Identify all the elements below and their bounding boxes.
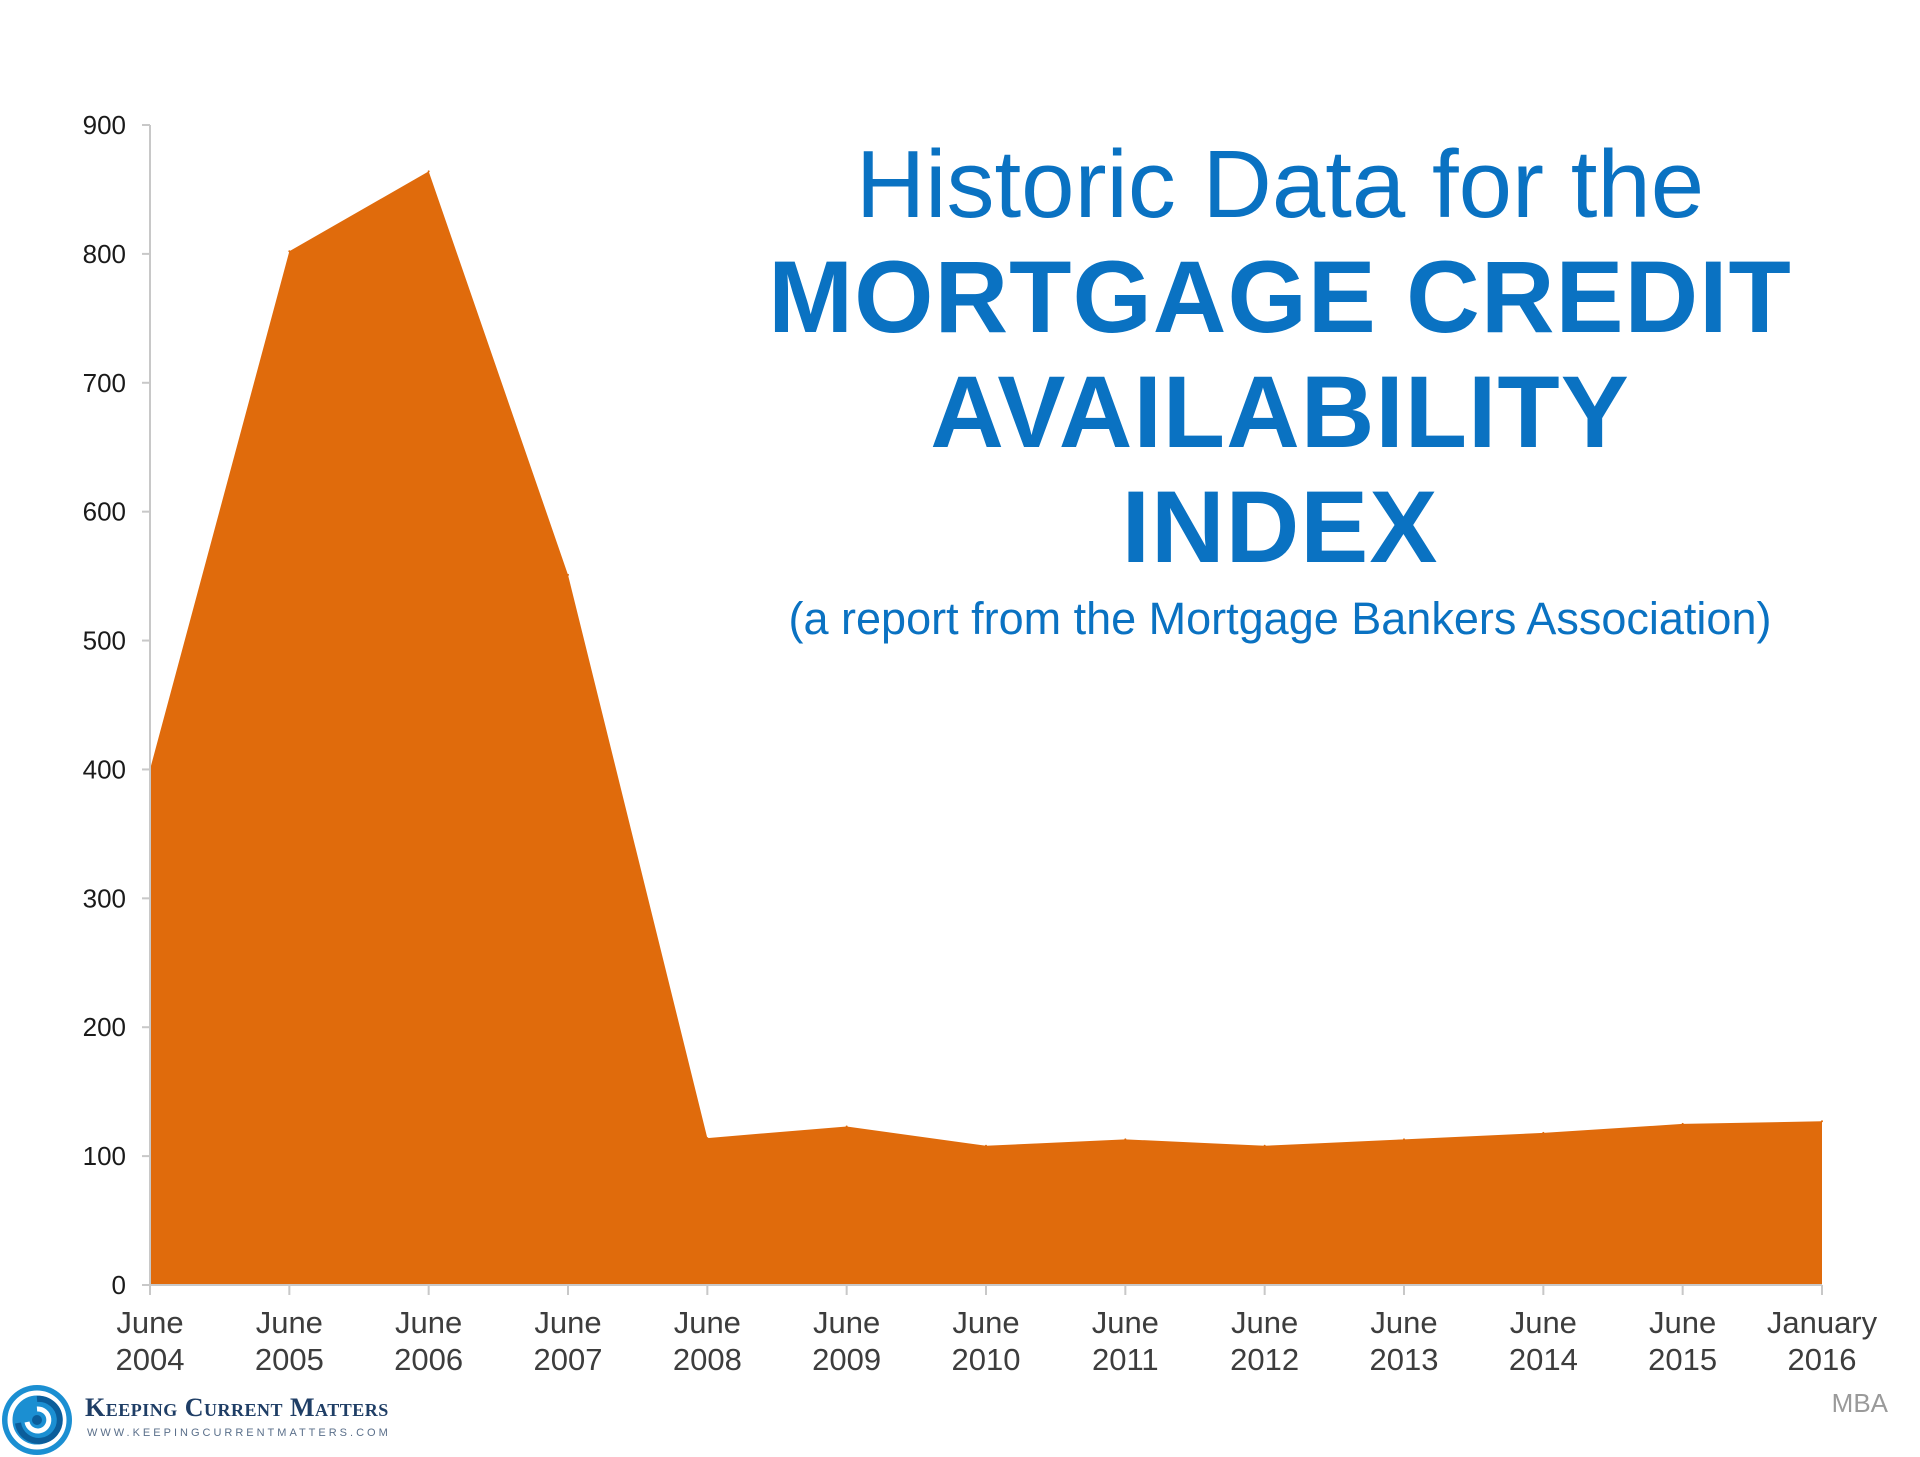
data-point	[1124, 1138, 1127, 1141]
y-tick-label: 200	[83, 1012, 126, 1042]
area-layer	[149, 170, 1823, 1285]
data-point	[1681, 1122, 1684, 1125]
x-tick-label: June 2007	[534, 1305, 603, 1377]
data-point	[567, 573, 569, 576]
kcm-logo: Keeping Current Matters WWW.KEEPINGCURRE…	[0, 1383, 388, 1455]
x-tick-label: June 2008	[673, 1305, 742, 1377]
x-tick-labels: June 2004 June 2005 June 2006 June 2007 June 2008…	[116, 1285, 1878, 1377]
y-tick-labels: 0 100 200 300 400 500 600 700 800 900	[83, 110, 150, 1300]
y-tick-label: 300	[83, 883, 126, 913]
x-tick-label: June 2014	[1509, 1305, 1578, 1377]
chart-title-line1: Historic Data for the	[855, 131, 1705, 238]
y-tick-label: 500	[83, 626, 126, 656]
data-point	[288, 250, 291, 253]
y-tick-label: 800	[83, 239, 126, 269]
y-tick-label: 900	[83, 110, 126, 140]
data-point	[1263, 1144, 1266, 1147]
data-point	[985, 1144, 987, 1147]
chart-title-block: Historic Data for the MORTGAGE CREDIT AV…	[760, 130, 1800, 649]
x-tick-label: January 2016	[1767, 1305, 1878, 1377]
swirl-logo-icon	[2, 1385, 72, 1455]
logo-url: WWW.KEEPINGCURRENTMATTERS.COM	[87, 1427, 391, 1439]
x-tick-label: June 2012	[1230, 1305, 1299, 1377]
y-tick-label: 700	[83, 368, 126, 398]
logo-name: Keeping Current Matters	[85, 1393, 389, 1422]
data-point	[1821, 1120, 1823, 1123]
chart-title-line2: MORTGAGE CREDIT	[768, 240, 1792, 354]
data-point	[1403, 1138, 1405, 1141]
y-tick-label: 100	[83, 1141, 126, 1171]
x-tick-label: June 2004	[116, 1305, 185, 1377]
y-tick-label: 0	[112, 1270, 126, 1300]
y-tick-label: 400	[83, 754, 126, 784]
data-point	[845, 1125, 848, 1128]
data-point	[1542, 1131, 1545, 1134]
x-tick-label: June 2005	[255, 1305, 324, 1377]
x-tick-label: June 2015	[1648, 1305, 1717, 1377]
x-tick-label: June 2010	[952, 1305, 1021, 1377]
x-tick-label: June 2009	[812, 1305, 881, 1377]
data-point	[706, 1137, 709, 1140]
source-label: MBA	[1831, 1388, 1888, 1418]
area-series	[150, 171, 1822, 1285]
x-tick-label: June 2006	[394, 1305, 463, 1377]
chart-title-line3: AVAILABILITY INDEX	[930, 355, 1630, 584]
chart-subtitle: (a report from the Mortgage Bankers Asso…	[788, 593, 1772, 644]
data-point	[427, 170, 430, 173]
y-tick-label: 600	[83, 497, 126, 527]
x-tick-label: June 2013	[1370, 1305, 1439, 1377]
x-tick-label: June 2011	[1092, 1305, 1159, 1377]
